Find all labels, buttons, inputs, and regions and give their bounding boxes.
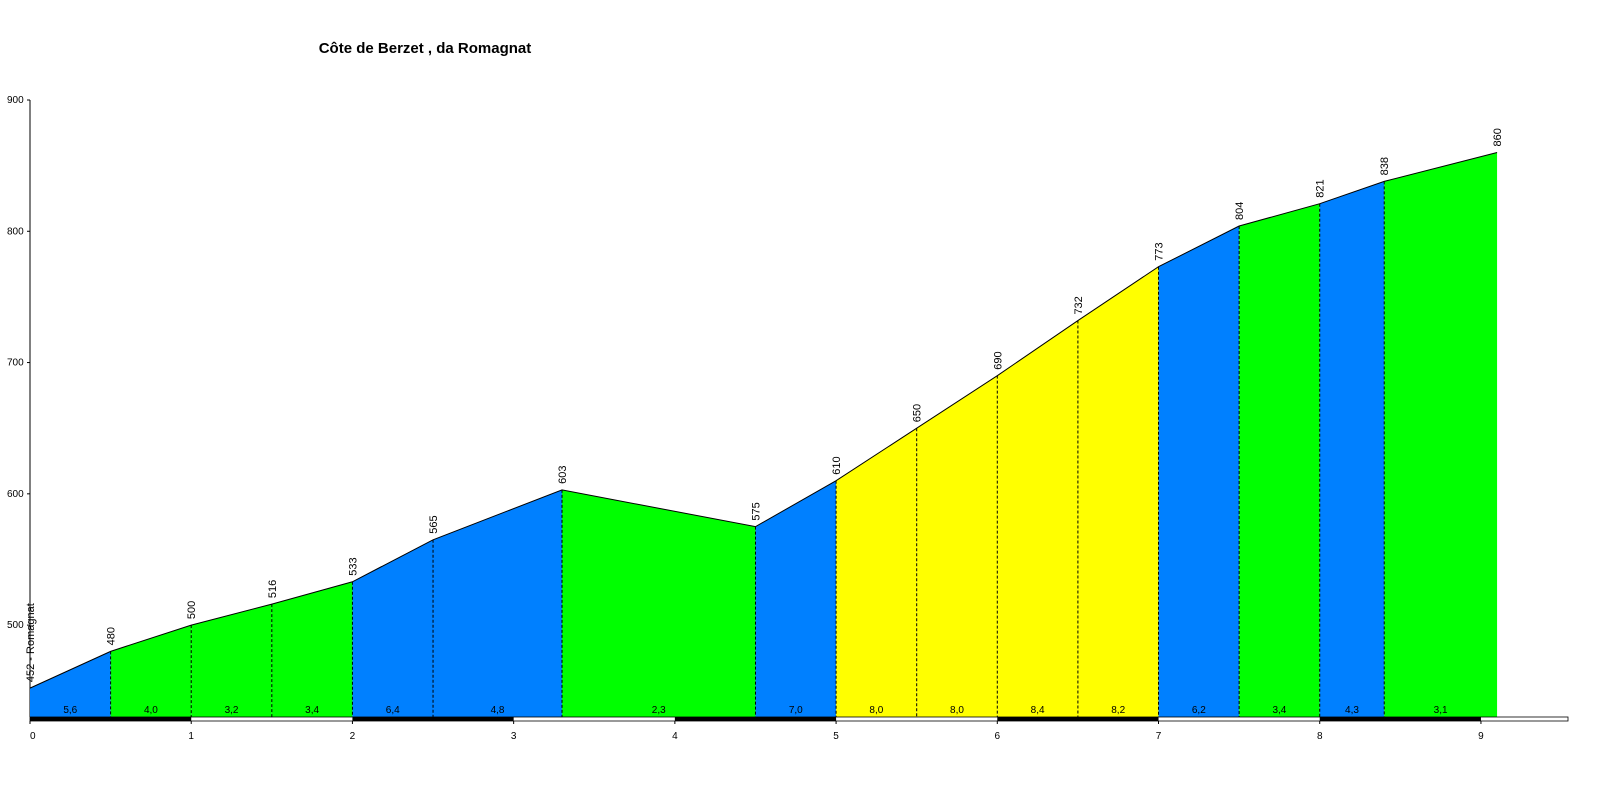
- gradient-segment: [916, 375, 998, 717]
- elevation-label: 690: [992, 351, 1004, 369]
- x-tick-label: 5: [833, 731, 839, 742]
- gradient-label: 4,0: [144, 705, 158, 716]
- gradient-label: 3,4: [305, 705, 319, 716]
- y-tick-label: 600: [7, 489, 24, 500]
- profile-line: [29, 152, 1498, 689]
- elevation-label: 732: [1073, 296, 1085, 314]
- gradient-segment: [836, 428, 917, 717]
- elevation-label: 821: [1315, 179, 1327, 197]
- elevation-label: 575: [750, 502, 762, 520]
- distance-strip: [1319, 717, 1481, 721]
- gradient-segment: [1239, 203, 1320, 718]
- gradient-segment: [562, 489, 756, 717]
- gradient-segment: [110, 625, 192, 717]
- gradient-segment: [1077, 266, 1159, 717]
- gradient-label: 3,4: [1272, 705, 1286, 716]
- elevation-label: 610: [831, 456, 843, 474]
- distance-strip: [997, 717, 1159, 721]
- elevation-label: 838: [1379, 157, 1391, 175]
- gradient-label: 6,4: [386, 705, 400, 716]
- distance-strip: [30, 717, 192, 721]
- y-tick-label: 900: [7, 95, 24, 106]
- y-tick-label: 800: [7, 226, 24, 237]
- x-tick-label: 2: [350, 731, 356, 742]
- gradient-segment: [1158, 226, 1240, 718]
- elevation-label: 516: [267, 580, 279, 598]
- gradient-segment: [271, 581, 353, 717]
- gradient-segment: [997, 320, 1078, 717]
- gradient-label: 3,1: [1434, 705, 1448, 716]
- chart-title: Côte de Berzet , da Romagnat: [319, 40, 532, 57]
- x-tick-label: 7: [1156, 731, 1162, 742]
- distance-strip: [674, 717, 837, 721]
- x-tick-label: 6: [995, 731, 1001, 742]
- gradient-segment: [352, 539, 434, 717]
- gradient-segment: [433, 489, 563, 717]
- gradient-segment: [755, 480, 837, 717]
- gradient-label: 3,2: [225, 705, 239, 716]
- gradient-label: 8,0: [869, 705, 883, 716]
- x-tick-label: 4: [672, 731, 678, 742]
- x-tick-label: 0: [30, 731, 36, 742]
- gradient-label: 7,0: [789, 705, 803, 716]
- gradient-segment: [30, 651, 111, 717]
- gradient-label: 6,2: [1192, 705, 1206, 716]
- gradient-label: 8,2: [1111, 705, 1125, 716]
- elevation-label: 860: [1492, 128, 1504, 146]
- distance-strip: [352, 717, 514, 721]
- gradient-segment: [1319, 181, 1385, 718]
- gradient-label: 2,3: [652, 705, 666, 716]
- elevation-label: 452 - Romagnat: [25, 603, 37, 682]
- elevation-label: 773: [1154, 242, 1166, 260]
- elevation-label: 500: [186, 601, 198, 619]
- gradient-segment: [1384, 152, 1498, 718]
- x-tick-label: 3: [511, 731, 517, 742]
- gradient-label: 4,3: [1345, 705, 1359, 716]
- gradient-segment: [191, 604, 272, 717]
- elevation-label: 565: [428, 515, 440, 533]
- y-tick-label: 500: [7, 620, 24, 631]
- x-tick-label: 1: [188, 731, 194, 742]
- gradient-label: 8,0: [950, 705, 964, 716]
- gradient-label: 5,6: [63, 705, 77, 716]
- x-tick-label: 8: [1317, 731, 1323, 742]
- elevation-label: 480: [106, 627, 118, 645]
- elevation-label: 650: [912, 404, 924, 422]
- gradient-label: 8,4: [1031, 705, 1045, 716]
- elevation-label: 533: [347, 557, 359, 575]
- x-tick-label: 9: [1478, 731, 1484, 742]
- elevation-label: 603: [557, 466, 569, 484]
- gradient-label: 4,8: [491, 705, 505, 716]
- y-tick-label: 700: [7, 358, 24, 369]
- elevation-label: 804: [1234, 202, 1246, 220]
